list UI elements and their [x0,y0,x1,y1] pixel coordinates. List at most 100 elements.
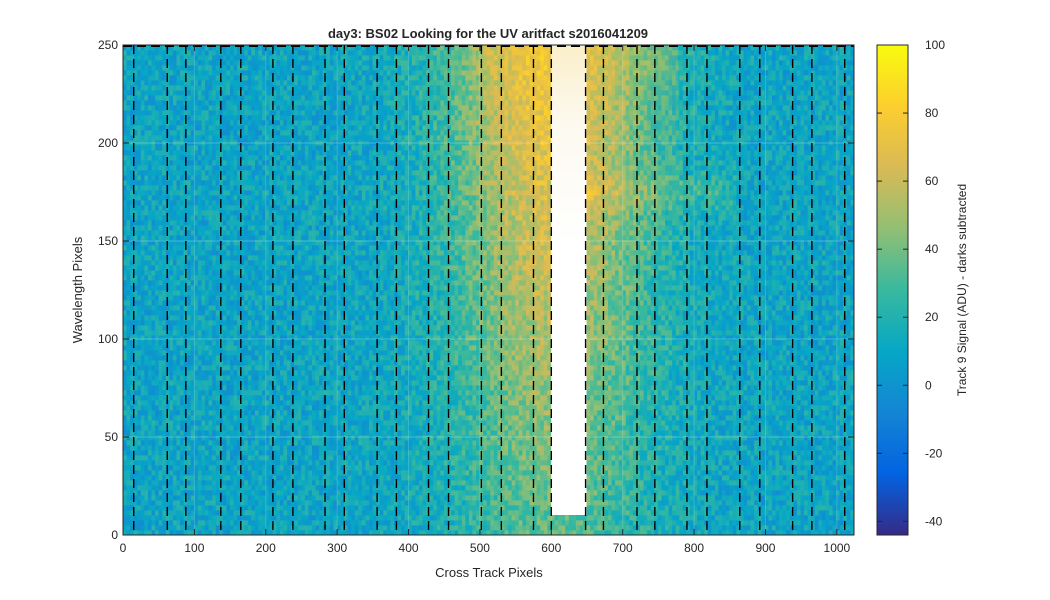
heatmap-cell [312,495,316,500]
heatmap-cell [423,460,427,465]
heatmap-cell [180,425,184,430]
heatmap-cell [176,445,180,450]
heatmap-cell [234,445,238,450]
heatmap-cell [483,410,487,415]
heatmap-cell [276,420,280,425]
heatmap-cell [230,515,234,520]
heatmap-cell [719,460,723,465]
heatmap-cell [259,525,263,530]
heatmap-cell [808,490,812,495]
heatmap-cell [537,410,541,415]
heatmap-cell [840,510,844,515]
heatmap-cell [729,430,733,435]
heatmap-cell [141,510,145,515]
heatmap-cell [280,440,284,445]
heatmap-cell [840,440,844,445]
heatmap-cell [672,500,676,505]
heatmap-cell [440,525,444,530]
heatmap-cell [259,480,263,485]
heatmap-cell [248,510,252,515]
heatmap-cell [251,460,255,465]
heatmap-cell [669,460,673,465]
heatmap-cell [316,425,320,430]
heatmap-cell [768,490,772,495]
heatmap-cell [818,475,822,480]
heatmap-cell [127,515,131,520]
heatmap-cell [176,420,180,425]
heatmap-cell [430,525,434,530]
heatmap-cell [465,445,469,450]
heatmap-cell [259,465,263,470]
heatmap-cell [804,460,808,465]
heatmap-cell [483,475,487,480]
heatmap-cell [176,450,180,455]
heatmap-cell [383,450,387,455]
heatmap-cell [205,410,209,415]
heatmap-cell [776,520,780,525]
heatmap-cell [512,485,516,490]
heatmap-cell [248,410,252,415]
heatmap-cell [615,470,619,475]
heatmap-cell [690,510,694,515]
heatmap-cell [679,435,683,440]
heatmap-cell [840,475,844,480]
heatmap-cell [522,480,526,485]
heatmap-cell [283,405,287,410]
heatmap-cell [487,445,491,450]
heatmap-cell [209,445,213,450]
heatmap-cell [373,505,377,510]
heatmap-cell [658,475,662,480]
heatmap-cell [651,480,655,485]
heatmap-cell [152,425,156,430]
heatmap-cell [137,495,141,500]
heatmap-cell [629,450,633,455]
heatmap-cell [612,480,616,485]
heatmap-cell [797,525,801,530]
heatmap-cell [444,445,448,450]
heatmap-cell [230,470,234,475]
heatmap-cell [415,485,419,490]
heatmap-cell [697,460,701,465]
heatmap-cell [472,525,476,530]
heatmap-cell [141,500,145,505]
heatmap-cell [811,460,815,465]
heatmap-cell [647,465,651,470]
heatmap-cell [761,425,765,430]
heatmap-cell [801,525,805,530]
heatmap-cell [401,485,405,490]
heatmap-cell [180,510,184,515]
heatmap-cell [594,465,598,470]
heatmap-cell [123,420,127,425]
heatmap-cell [786,515,790,520]
heatmap-cell [369,480,373,485]
heatmap-cell [155,455,159,460]
heatmap-cell [283,490,287,495]
heatmap-cell [169,515,173,520]
heatmap-cell [679,455,683,460]
heatmap-cell [515,485,519,490]
heatmap-cell [783,465,787,470]
heatmap-cell [804,435,808,440]
heatmap-cell [665,520,669,525]
heatmap-cell [230,520,234,525]
heatmap-cell [223,500,227,505]
heatmap-cell [779,525,783,530]
heatmap-cell [490,485,494,490]
heatmap-cell [490,440,494,445]
heatmap-cell [148,460,152,465]
heatmap-cell [751,490,755,495]
heatmap-cell [797,465,801,470]
heatmap-cell [512,495,516,500]
heatmap-cell [255,480,259,485]
heatmap-cell [415,510,419,515]
heatmap-cell [701,515,705,520]
heatmap-cell [123,495,127,500]
heatmap-cell [772,500,776,505]
heatmap-cell [847,445,851,450]
heatmap-cell [672,440,676,445]
heatmap-cell [519,485,523,490]
heatmap-cell [676,515,680,520]
heatmap-cell [711,515,715,520]
heatmap-cell [455,450,459,455]
heatmap-cell [783,475,787,480]
